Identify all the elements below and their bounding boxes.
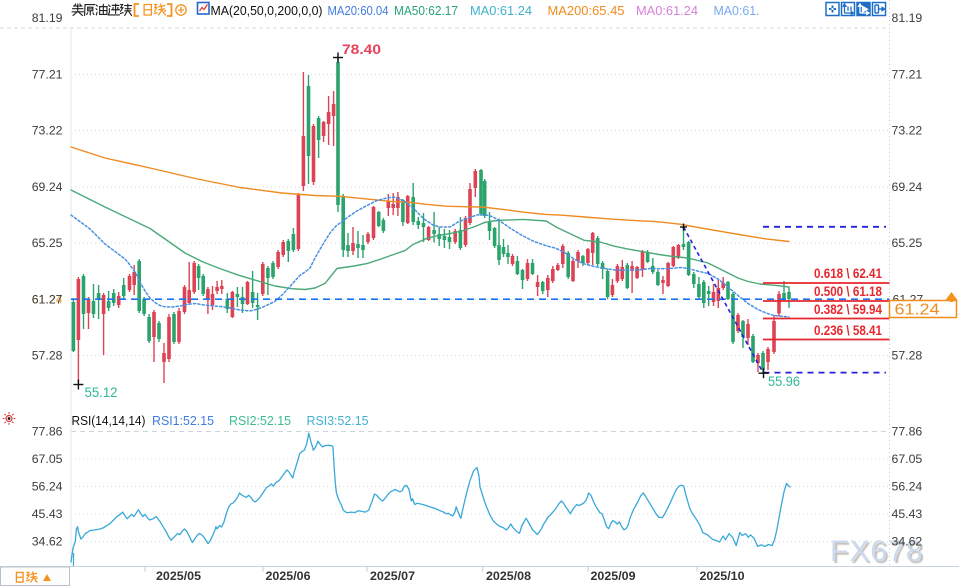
- svg-text:61.27: 61.27: [32, 292, 63, 306]
- svg-text:73.22: 73.22: [32, 124, 63, 138]
- svg-text:2025/08: 2025/08: [486, 569, 531, 583]
- svg-text:MA0:61.24: MA0:61.24: [470, 3, 532, 18]
- svg-text:45.43: 45.43: [892, 507, 923, 521]
- svg-text:MA50:62.17: MA50:62.17: [394, 3, 458, 18]
- svg-text:0.236 \ 58.41: 0.236 \ 58.41: [814, 323, 882, 338]
- svg-text:56.24: 56.24: [892, 480, 923, 494]
- svg-text:77.21: 77.21: [32, 68, 63, 82]
- svg-text:78.40: 78.40: [342, 42, 381, 57]
- svg-text:67.05: 67.05: [32, 452, 63, 466]
- svg-text:56.24: 56.24: [32, 480, 63, 494]
- svg-text:34.62: 34.62: [32, 535, 63, 549]
- svg-text:MA(20,50,0,200,0,0): MA(20,50,0,200,0,0): [211, 3, 323, 18]
- svg-text:MA0:61.24: MA0:61.24: [636, 3, 698, 18]
- svg-text:65.25: 65.25: [32, 236, 63, 250]
- svg-text:65.25: 65.25: [892, 236, 923, 250]
- svg-text:55.12: 55.12: [85, 385, 118, 400]
- svg-text:69.24: 69.24: [892, 180, 923, 194]
- svg-text:MA0:61.: MA0:61.: [714, 3, 760, 18]
- svg-text:RSI3:52.15: RSI3:52.15: [307, 413, 369, 428]
- svg-text:73.22: 73.22: [892, 124, 923, 138]
- svg-text:69.24: 69.24: [32, 180, 63, 194]
- svg-text:77.86: 77.86: [32, 425, 63, 439]
- svg-text:MA200:65.45: MA200:65.45: [548, 3, 625, 18]
- svg-text:2025/05: 2025/05: [156, 569, 201, 583]
- svg-text:81.19: 81.19: [892, 11, 923, 25]
- svg-text:2025/07: 2025/07: [370, 569, 415, 583]
- svg-text:55.96: 55.96: [768, 374, 800, 389]
- svg-text:57.28: 57.28: [892, 349, 923, 363]
- svg-text:61.24: 61.24: [32, 293, 63, 307]
- svg-text:34.62: 34.62: [892, 535, 923, 549]
- svg-text:67.05: 67.05: [892, 452, 923, 466]
- svg-text:0.500 \ 61.18: 0.500 \ 61.18: [814, 284, 882, 299]
- svg-text:FX678: FX678: [830, 535, 923, 568]
- svg-text:RSI2:52.15: RSI2:52.15: [229, 413, 291, 428]
- svg-text:MA20:60.04: MA20:60.04: [328, 3, 389, 18]
- svg-text:RSI1:52.15: RSI1:52.15: [152, 413, 214, 428]
- svg-text:2025/10: 2025/10: [700, 569, 745, 583]
- svg-text:77.86: 77.86: [892, 425, 923, 439]
- svg-text:2025/06: 2025/06: [266, 569, 311, 583]
- svg-text:2025/09: 2025/09: [591, 569, 636, 583]
- svg-text:0.382 \ 59.94: 0.382 \ 59.94: [814, 302, 882, 317]
- svg-text:81.19: 81.19: [32, 11, 63, 25]
- svg-text:61.24: 61.24: [895, 302, 940, 319]
- svg-text:RSI(14,14,14): RSI(14,14,14): [72, 413, 146, 428]
- svg-text:77.21: 77.21: [892, 68, 923, 82]
- svg-text:0.618 \ 62.41: 0.618 \ 62.41: [814, 266, 882, 281]
- svg-text:45.43: 45.43: [32, 507, 63, 521]
- svg-text:57.28: 57.28: [32, 349, 63, 363]
